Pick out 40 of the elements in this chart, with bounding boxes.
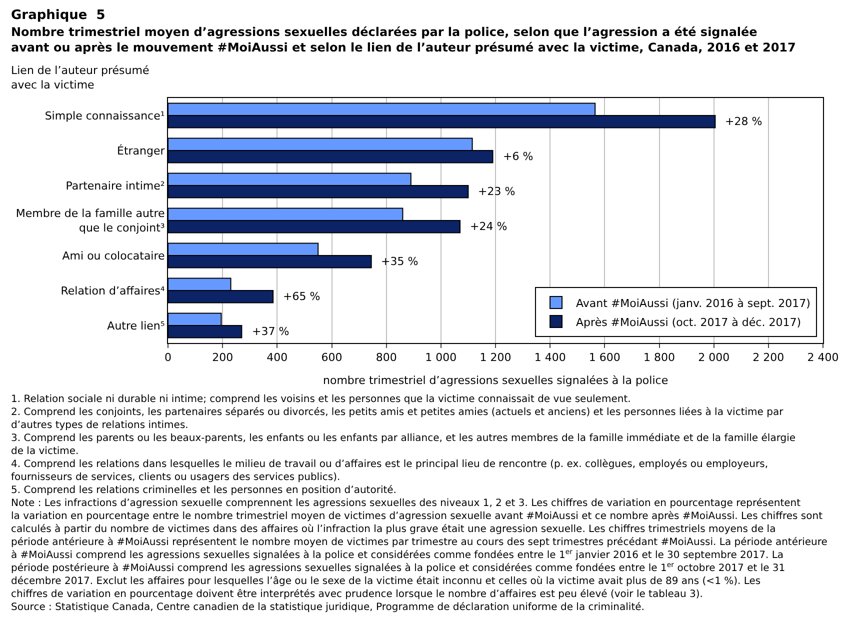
y-tick-label: Relation d’affaires⁴ <box>60 284 166 298</box>
y-axis-title: Lien de l’auteur présumé avec la victime <box>11 64 150 92</box>
chart-subtitle: Nombre trimestriel moyen d’agressions sexuelles déclarées par la police, selon que l’agression a été signalée avant ou après le mouvement #MoiAussi et selon le lien de l’auteur présumé avec la victime, Canada, 2016 et 2017 <box>11 25 796 55</box>
annotation: +37 % <box>252 325 290 338</box>
annotation: +24 % <box>470 220 508 233</box>
source-note: Source : Statistique Canada, Centre canadien de la statistique juridique, Programme de déclaration uniforme de la criminalité. <box>11 602 644 613</box>
x-tick-label: 2 400 <box>807 351 839 364</box>
y-tick-label: Ami ou colocataire <box>62 249 166 262</box>
y-tick-label: Partenaire intime² <box>66 179 165 192</box>
x-tick-label: 1 800 <box>644 351 675 364</box>
text: 3. Comprend les parents ou les beaux-parents, les enfants ou les enfants par alliance, et les autres membres de la famille immédiate et de la famille élargie de la victime. <box>11 433 796 457</box>
annotation: +6 % <box>503 150 534 163</box>
x-tick-label: 600 <box>321 351 342 364</box>
y-tick-label: Simple connaissance¹ <box>44 109 165 122</box>
x-tick-label: 200 <box>212 351 234 364</box>
legend-label: Avant #MoiAussi (janv. 2016 à sept. 2017) <box>576 296 810 310</box>
text: 1. Relation sociale ni durable ni intime; comprend les voisins et les personnes que la victime connaissait de vue seulement. <box>11 394 631 405</box>
text: Graphique 5 <box>11 8 106 23</box>
x-tick-label: 0 <box>164 351 172 364</box>
text: Note : Les infractions d’agression sexuelle comprennent les agressions sexuelles des niveaux 1, 2 et 3. Les chiffres de variation en pourcentage représentent la variation en pourcentage entre le nombre trimestriel moyen de victimes d’agression sexuelle avant #MoiAussi et ce nombre après #MoiAussi. Les chiffres sont calculés à partir du nombre de victimes dans des affaires où l’infraction la plus grave était une agression sexuelle. Les chiffres trimestriels moyens de la période antérieure à #MoiAussi représentent le nombre moyen de victimes par trimestre au cours des sept trimestres précédant #MoiAussi. La période antérieure à #MoiAussi comprend les agressions sexuelles signalées à la police et considérées comme fondées entre le 1$^{er}$ janvier 2016 et le 30 septembre 2017. La période postérieure à #MoiAussi comprend les agressions sexuelles signalées à la police et considérées comme fondées entre le 1$^{er}$ octobre 2017 et le 31 décembre 2017. Exclut les affaires pour lesquelles l’âge ou le sexe de la victime était inconnu et celles où la victime avait plus de 89 ans (<1 %). Les chiffres de variation en pourcentage doivent être interprétés avec prudence lorsque le nombre d’affaires est peu élevé (voir le tableau 3). <box>11 498 828 600</box>
annotation: +35 % <box>381 255 418 268</box>
text: 4. Comprend les relations dans lesquelles le milieu de travail ou d’affaires est le principal lieu de rencontre (p. ex. collègues, employés ou employeurs, fournisseurs de services, clients ou usagers des services publics). <box>11 459 768 483</box>
y-tick-label: Membre de la famille autre que le conjoint³ <box>16 207 166 234</box>
text: 5. Comprend les relations criminelles et les personnes en position d’autorité. <box>11 485 396 496</box>
annotation: +65 % <box>283 290 320 303</box>
x-tick-label: 2 200 <box>752 351 784 364</box>
annotation: +23 % <box>478 185 516 198</box>
x-axis-title: nombre trimestriel d’agressions sexuelles signalées à la police <box>323 374 668 387</box>
x-tick-label: 800 <box>376 351 397 364</box>
x-tick-label: 1 000 <box>425 351 457 364</box>
x-tick-label: 1 200 <box>480 351 512 364</box>
y-tick-label: Autre lien⁵ <box>107 319 165 332</box>
text: 2. Comprend les conjoints, les partenaires séparés ou divorcés, les petits amis et petites amies (actuels et anciens) et les personnes liées à la victime par d’autres types de relations intimes. <box>11 407 784 431</box>
x-tick-label: 1 600 <box>588 351 620 364</box>
y-tick-label: Étranger <box>117 143 166 158</box>
legend-label: Après #MoiAussi (oct. 2017 à déc. 2017) <box>576 316 801 329</box>
x-tick-label: 2 000 <box>698 351 730 364</box>
annotation: +28 % <box>725 115 762 128</box>
x-tick-label: 400 <box>266 351 288 364</box>
x-tick-label: 1 400 <box>534 351 566 364</box>
